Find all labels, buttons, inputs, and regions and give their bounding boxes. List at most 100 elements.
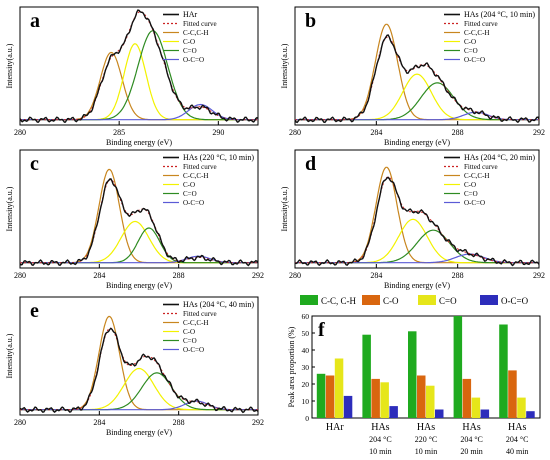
legend-swatch [362,295,380,305]
legend-label: Fitted curve [183,310,217,318]
legend-label: C=O [464,190,478,198]
legend-swatch [480,295,498,305]
legend-label: O-C=O [183,56,204,64]
legend-label: C-C,C-H [183,319,208,327]
fit-component-cc [295,166,539,264]
xps-panel-d: 280 284 288 292 Binding energy (eV) Intensity… [280,149,545,290]
xps-panel-b: 280 284 288 292 Binding energy (eV) Intensity… [280,6,545,147]
legend-label: O-C=O [183,199,204,207]
legend-label: C-O [383,296,399,306]
x-tick-label: 292 [533,271,545,280]
bar [453,316,463,418]
fitted-curve [295,176,539,264]
bar [389,406,398,418]
legend-label: Fitted curve [464,163,498,171]
x-tick-label: 284 [370,128,382,137]
raw-spectrum [19,327,259,414]
fit-component-c-o-double [295,82,539,121]
x-axis-label: Binding energy (eV) [384,281,450,290]
y-tick-label: 0 [305,414,309,423]
fit-component-co [295,73,539,121]
x-tick-label: 290 [212,128,224,137]
fit-component-c-o-double [295,229,539,264]
x-category-label: HAs [371,422,389,433]
legend-label: C-O [464,38,476,46]
legend-label: C-C,C-H [183,29,208,37]
bar [371,378,380,418]
panel-letter: c [30,153,39,175]
y-axis-label: Intensity(a.u.) [280,43,289,88]
x-tick-label: 288 [173,418,185,427]
raw-spectrum [294,176,540,267]
legend-label: C-O [183,328,195,336]
bar [462,378,472,418]
xps-panel-c: 280 284 288 292 Binding energy (eV) Intensity… [5,149,264,290]
y-axis-label: Intensity(a.u.) [5,43,14,88]
x-category-label: 204 °C [369,435,392,444]
fit-component-co [20,220,258,264]
panel-letter: a [30,10,40,32]
raw-spectrum [294,34,540,124]
x-tick-label: 288 [452,271,464,280]
x-axis-label: Binding energy (eV) [106,138,172,147]
legend-label: O-C=O [183,346,204,354]
legend-label: Fitted curve [183,163,217,171]
bar [526,411,535,418]
y-axis-label: Peak area proportion (%) [287,326,296,407]
x-category-label: 204 °C [460,435,483,444]
legend-label: HAs (204 °C, 40 min) [183,300,254,309]
xps-panel-e: 280 284 288 292 Binding energy (eV) Intensity… [5,296,264,437]
bar [499,324,508,418]
x-tick-label: 280 [14,271,26,280]
x-category-label: HAs [508,422,526,433]
fit-component-c-o-double [20,227,258,264]
bar [316,373,326,418]
x-axis-label: Binding energy (eV) [106,428,172,437]
panel-letter: b [305,10,316,32]
x-category-label: 204 °C [506,435,529,444]
plot-frame [19,6,259,126]
legend-label: O-C=O [464,199,485,207]
y-tick-label: 20 [302,380,310,389]
legend-label: C-C,C-H [464,172,489,180]
x-tick-label: 280 [289,128,301,137]
y-axis-label: Intensity(a.u.) [5,333,14,378]
bar [325,375,335,418]
plot-frame [19,296,259,416]
x-axis-label: Binding energy (eV) [106,281,172,290]
legend-label: Fitted curve [183,20,217,28]
bar [426,385,435,418]
xps-panel-a: 280 285 290 Binding energy (eV) Intensity(a.… [5,6,259,147]
fitted-curve [295,36,539,121]
legend-label: C=O [439,296,457,306]
bar [343,395,353,418]
panel-letter: d [305,153,316,175]
x-category-label: 220 °C [415,435,438,444]
x-category-label: HAs [462,422,480,433]
legend-label: HAs (220 °C, 10 min) [183,153,254,162]
y-tick-label: 60 [302,312,310,321]
plot-frame [294,149,540,269]
legend-label: C-O [464,181,476,189]
x-tick-label: 284 [93,418,105,427]
x-tick-label: 288 [452,128,464,137]
x-axis-label: Binding energy (eV) [384,138,450,147]
fit-component-co [20,367,258,411]
legend-label: HAr [183,10,198,19]
fit-component-c-o-double [20,372,258,411]
bar [435,409,444,418]
x-tick-label: 292 [533,128,545,137]
plot-frame [294,6,540,126]
x-category-label: 40 min [506,447,528,456]
x-tick-label: 292 [252,271,264,280]
y-tick-label: 40 [302,346,310,355]
y-tick-label: 10 [302,397,310,406]
plot-frame [19,149,259,269]
y-tick-label: 30 [302,363,310,372]
legend-label: C-C,C-H [183,172,208,180]
fit-component-cc [20,168,258,264]
legend-label: O-C=O [501,296,529,306]
legend-label: C=O [183,190,197,198]
x-category-label: 10 min [369,447,391,456]
